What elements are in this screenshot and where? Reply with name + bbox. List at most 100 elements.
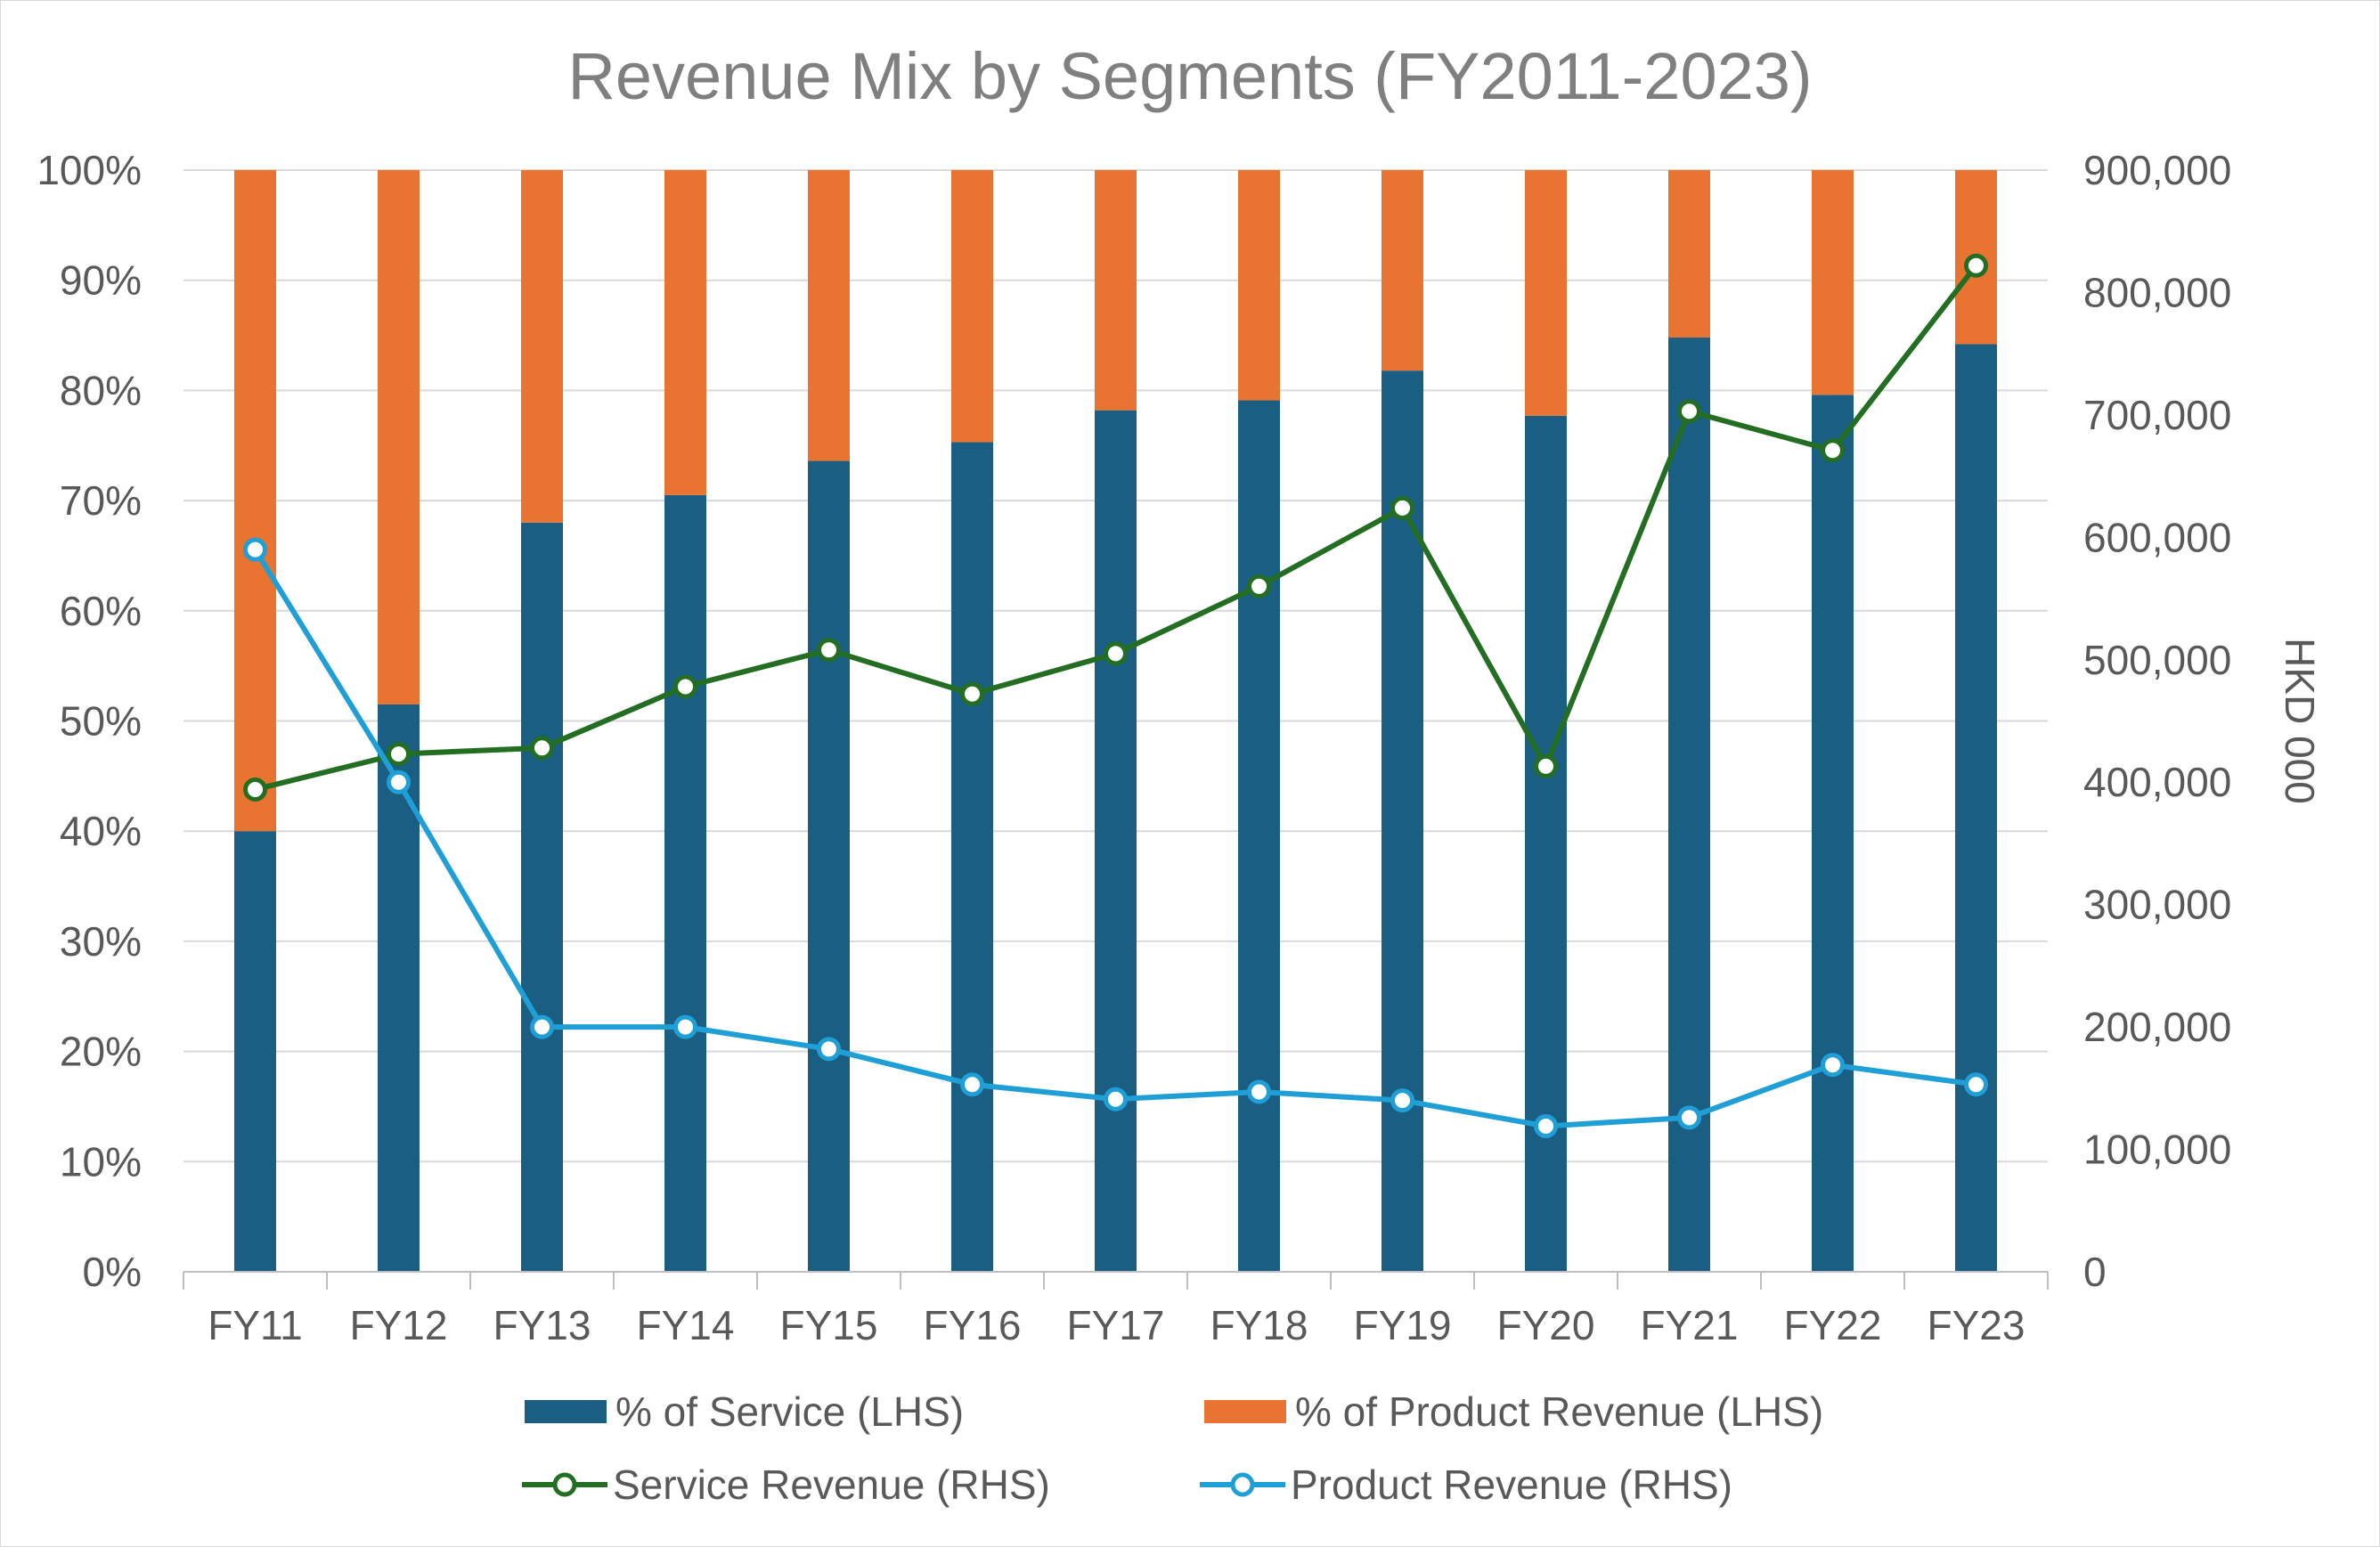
right-tick-label: 0: [2083, 1249, 2107, 1295]
bar-product-share: [1525, 170, 1567, 416]
point-product-revenue: [1104, 1087, 1128, 1111]
point-product-revenue: [817, 1037, 841, 1062]
left-tick-label: 90%: [60, 257, 142, 304]
bar-product-share: [951, 170, 993, 443]
right-tick-label: 800,000: [2083, 269, 2231, 315]
point-product-revenue: [1677, 1105, 1701, 1130]
bar-service-share: [1382, 370, 1423, 1272]
point-product-revenue: [387, 769, 411, 794]
right-tick-label: 100,000: [2083, 1127, 2231, 1173]
legend-service-revenue: Service Revenue (RHS): [522, 1462, 1050, 1508]
right-tick-label: 600,000: [2083, 514, 2231, 560]
point-service-revenue: [1104, 641, 1128, 666]
point-service-revenue: [1247, 574, 1271, 598]
point-product-revenue: [1390, 1088, 1414, 1113]
lines: [243, 253, 1988, 1138]
left-tick-label: 20%: [60, 1029, 142, 1075]
x-tick-label: FY19: [1354, 1302, 1452, 1348]
point-service-revenue: [530, 736, 554, 761]
bars: [234, 170, 1997, 1273]
point-product-revenue: [1534, 1113, 1558, 1138]
x-tick-label: FY13: [493, 1302, 591, 1348]
legend-service-revenue-marker: [552, 1472, 577, 1497]
bar-product-share: [664, 170, 706, 495]
x-tick-label: FY18: [1210, 1302, 1308, 1348]
left-tick-label: 50%: [60, 698, 142, 745]
left-axis: 0% 10% 20% 30% 40% 50% 60% 70% 80% 90% 100%: [37, 147, 142, 1295]
left-tick-label: 70%: [60, 477, 142, 524]
legend-service-share-swatch: [525, 1400, 607, 1423]
left-tick-label: 40%: [60, 808, 142, 854]
bar-service-share: [664, 494, 706, 1272]
point-service-revenue: [243, 777, 267, 802]
point-product-revenue: [1964, 1072, 1988, 1097]
point-service-revenue: [1534, 753, 1558, 778]
right-tick-label: 900,000: [2083, 147, 2231, 193]
point-service-revenue: [1821, 438, 1845, 463]
bar-product-share: [1095, 170, 1137, 411]
point-service-revenue: [960, 681, 984, 706]
x-tick-label: FY15: [780, 1302, 878, 1348]
legend-product-share: % of Product Revenue (LHS): [1204, 1388, 1823, 1435]
x-tick-label: FY22: [1784, 1302, 1882, 1348]
left-tick-label: 0%: [83, 1249, 142, 1295]
point-product-revenue: [673, 1014, 697, 1039]
left-tick-label: 60%: [60, 588, 142, 634]
bar-product-share: [1812, 170, 1854, 395]
legend-product-revenue-marker: [1230, 1472, 1255, 1497]
bar-product-share: [808, 170, 850, 461]
x-tick-label: FY12: [350, 1302, 448, 1348]
point-product-revenue: [960, 1072, 984, 1097]
point-service-revenue: [387, 742, 411, 767]
bar-product-share: [1668, 170, 1710, 338]
bar-service-share: [951, 442, 993, 1272]
legend-product-revenue-label: Product Revenue (RHS): [1291, 1462, 1732, 1508]
bar-service-share: [234, 831, 276, 1272]
bar-service-share: [1238, 400, 1280, 1273]
left-tick-label: 30%: [60, 918, 142, 965]
x-tick-label: FY21: [1641, 1302, 1739, 1348]
bar-service-share: [1525, 415, 1567, 1272]
point-service-revenue: [673, 674, 697, 699]
legend-service-share: % of Service (LHS): [525, 1388, 964, 1435]
point-service-revenue: [817, 638, 841, 663]
point-product-revenue: [1247, 1079, 1271, 1104]
left-tick-label: 100%: [37, 147, 142, 193]
bar-service-share: [1668, 338, 1710, 1273]
point-service-revenue: [1964, 253, 1988, 278]
x-tick-label: FY11: [208, 1302, 303, 1348]
right-axis-title: HKD 000: [2277, 638, 2323, 804]
bar-product-share: [234, 170, 276, 832]
right-tick-label: 200,000: [2083, 1004, 2231, 1050]
point-product-revenue: [1821, 1053, 1845, 1078]
x-axis: FY11 FY12 FY13 FY14 FY15 FY16 FY17 FY18 FY19 FY20…: [183, 1271, 2049, 1348]
right-tick-label: 500,000: [2083, 637, 2231, 683]
legend-product-revenue: Product Revenue (RHS): [1200, 1462, 1732, 1508]
left-tick-label: 80%: [60, 367, 142, 413]
x-tick-label: FY20: [1497, 1302, 1595, 1348]
chart-title: Revenue Mix by Segments (FY2011-2023): [567, 39, 1812, 113]
x-tick-label: FY16: [924, 1302, 1022, 1348]
bar-service-share: [1095, 410, 1137, 1272]
right-tick-label: 700,000: [2083, 392, 2231, 438]
left-tick-label: 10%: [60, 1138, 142, 1185]
right-axis: 0 100,000 200,000 300,000 400,000 500,000 600,…: [2083, 147, 2231, 1295]
bar-service-share: [1955, 344, 1997, 1272]
legend-service-revenue-label: Service Revenue (RHS): [613, 1462, 1050, 1508]
legend: % of Service (LHS) % of Product Revenue (…: [522, 1388, 1823, 1508]
right-tick-label: 300,000: [2083, 882, 2231, 928]
point-service-revenue: [1677, 399, 1701, 424]
right-tick-label: 400,000: [2083, 759, 2231, 805]
bar-product-share: [1382, 170, 1423, 371]
bar-service-share: [808, 460, 850, 1272]
bar-product-share: [378, 170, 420, 704]
point-product-revenue: [530, 1014, 554, 1039]
bar-product-share: [521, 170, 563, 523]
legend-product-share-label: % of Product Revenue (LHS): [1295, 1388, 1823, 1435]
legend-service-share-label: % of Service (LHS): [615, 1388, 964, 1435]
x-tick-label: FY17: [1067, 1302, 1165, 1348]
point-product-revenue: [243, 537, 267, 562]
point-service-revenue: [1390, 495, 1414, 520]
